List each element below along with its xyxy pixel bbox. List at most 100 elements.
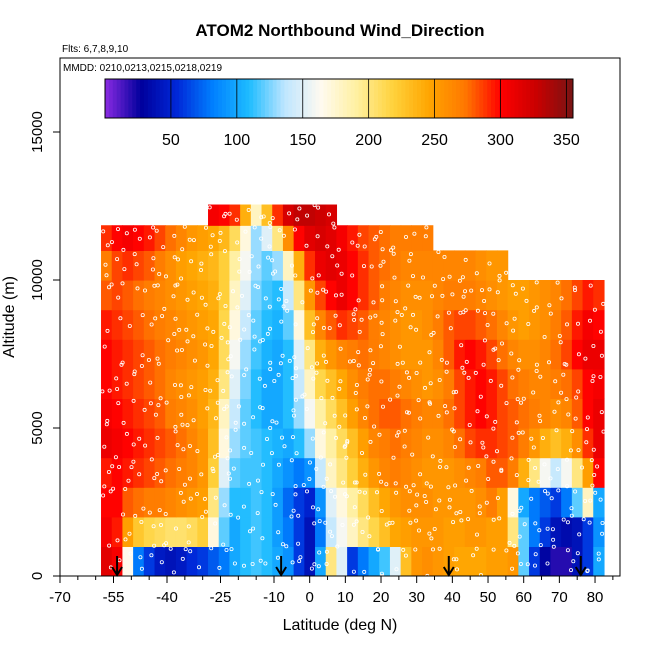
heatmap-cell	[133, 487, 145, 518]
heatmap-cell	[240, 368, 252, 399]
heatmap-cell	[315, 368, 327, 399]
heatmap-cell	[325, 368, 338, 399]
observation-marker	[463, 257, 468, 262]
observation-marker	[341, 480, 346, 485]
heatmap-cell	[272, 280, 284, 311]
colorbar-segment	[506, 79, 512, 118]
observation-marker	[208, 388, 213, 393]
colorbar-segment	[257, 79, 262, 118]
observation-marker	[181, 499, 186, 504]
observation-marker	[428, 484, 433, 489]
observation-marker	[357, 489, 362, 494]
colorbar-segment	[194, 79, 200, 118]
observation-marker	[172, 255, 177, 260]
heatmap-cell	[347, 457, 359, 488]
observation-marker	[540, 435, 545, 440]
colorbar-segment	[413, 79, 418, 118]
heatmap-cell	[518, 428, 530, 459]
heatmap-cell	[518, 339, 530, 370]
observation-marker	[309, 365, 314, 370]
heatmap-cell	[143, 339, 156, 370]
observation-marker	[195, 449, 200, 454]
heatmap-cell	[464, 516, 477, 547]
heatmap-cell	[454, 546, 466, 576]
heatmap-cell	[111, 250, 124, 281]
observation-marker	[158, 523, 163, 528]
observation-marker	[173, 526, 178, 531]
observation-marker	[317, 550, 322, 555]
heatmap-cell	[593, 546, 605, 576]
observation-marker	[252, 347, 257, 352]
observation-marker	[395, 393, 400, 398]
observation-marker	[279, 435, 284, 440]
colorbar-segment	[370, 79, 375, 118]
heatmap-cell	[175, 487, 188, 518]
heatmap-cell	[240, 428, 252, 459]
observation-marker	[569, 513, 574, 518]
observation-marker	[317, 519, 322, 524]
heatmap-cell	[357, 339, 370, 370]
heatmap-cell	[229, 546, 241, 576]
heatmap-cell	[229, 398, 241, 429]
heatmap-cell	[389, 368, 402, 399]
observation-marker	[168, 546, 173, 551]
colorbar-segment	[456, 79, 461, 118]
heatmap-cell	[400, 457, 412, 488]
heatmap-cell	[550, 309, 562, 340]
x-tick-label: 50	[480, 589, 497, 606]
observation-marker	[321, 287, 326, 292]
heatmap-cell	[357, 457, 370, 488]
observation-marker	[209, 343, 214, 348]
colorbar-segment	[389, 79, 395, 118]
observation-marker	[128, 551, 133, 556]
heatmap-cell	[315, 398, 327, 429]
observation-marker	[482, 338, 487, 343]
observation-marker	[315, 316, 320, 321]
observation-marker	[466, 517, 471, 522]
heatmap-cell	[240, 398, 252, 429]
observation-marker	[290, 435, 295, 440]
observation-marker	[246, 207, 251, 212]
observation-marker	[379, 508, 384, 513]
heatmap-cell	[486, 546, 498, 576]
heatmap-cell	[389, 487, 402, 518]
observation-marker	[251, 526, 256, 531]
heatmap-cell	[325, 339, 338, 370]
observation-marker	[242, 445, 247, 450]
observation-marker	[509, 351, 514, 356]
heatmap-cell	[389, 516, 402, 547]
heatmap-cell	[496, 546, 509, 576]
observation-marker	[453, 483, 458, 488]
observation-marker	[440, 293, 445, 298]
heatmap-cell	[379, 368, 391, 399]
observation-marker	[461, 294, 466, 299]
observation-marker	[273, 502, 278, 507]
heatmap-cell	[250, 457, 263, 488]
observation-marker	[117, 464, 122, 469]
heatmap-cell	[101, 487, 113, 518]
observation-marker	[537, 413, 542, 418]
observation-marker	[307, 460, 312, 465]
observation-marker	[601, 301, 606, 306]
observation-marker	[399, 312, 404, 317]
heatmap-cell	[486, 368, 498, 399]
colorbar-segment	[300, 79, 305, 118]
heatmap-cell	[165, 250, 177, 281]
observation-marker	[172, 382, 177, 387]
observation-marker	[285, 308, 290, 313]
observation-marker	[451, 557, 456, 562]
observation-marker	[354, 519, 359, 524]
heatmap-cell	[411, 487, 423, 518]
observation-marker	[102, 344, 107, 349]
observation-marker	[139, 363, 144, 368]
observation-marker	[588, 498, 593, 503]
observation-marker	[497, 273, 502, 278]
heatmap-cell	[175, 546, 188, 576]
observation-marker	[270, 258, 275, 263]
y-tick-label: 10000	[29, 259, 46, 301]
heatmap-cell	[389, 309, 402, 340]
heatmap-cell	[486, 250, 498, 281]
observation-marker	[437, 377, 442, 382]
heatmap-cell	[282, 339, 295, 370]
observation-marker	[259, 215, 264, 220]
